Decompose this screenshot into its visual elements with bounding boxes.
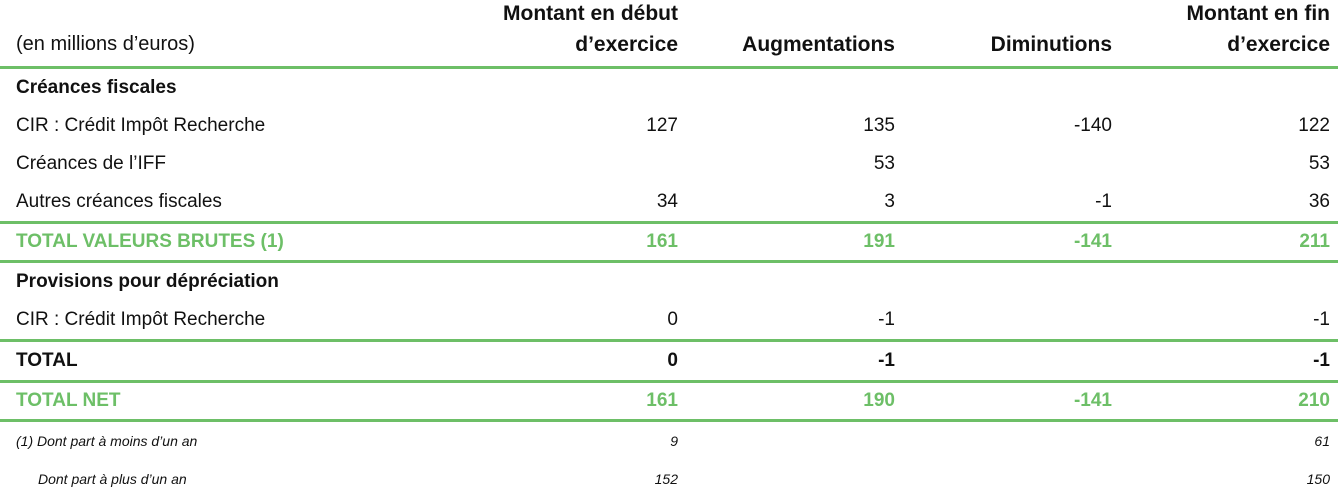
header-opening-amount: Montant en début d’exercice (503, 2, 678, 56)
cell-closing: 210 (1298, 390, 1330, 411)
cell-opening: 161 (646, 390, 678, 411)
note-closing: 61 (1314, 433, 1330, 449)
section-fiscal-receivables: Créances fiscales (0, 69, 1338, 107)
cell-increase: -1 (878, 309, 895, 330)
table-row: CIR : Crédit Impôt Recherche 127 135 -14… (0, 107, 1338, 145)
unit-label: (en millions d’euros) (16, 33, 195, 55)
header-row: (en millions d’euros) Montant en début d… (0, 0, 1338, 69)
cell-closing: -1 (1313, 350, 1330, 371)
total-net-row: TOTAL NET 161 190 -141 210 (0, 380, 1338, 422)
cell-increase: 191 (863, 231, 895, 252)
cell-closing: 211 (1299, 231, 1330, 252)
row-label: Autres créances fiscales (16, 191, 222, 212)
note-opening: 9 (670, 433, 678, 449)
table-row: CIR : Crédit Impôt Recherche 0 -1 -1 (0, 301, 1338, 339)
row-label: CIR : Crédit Impôt Recherche (16, 115, 266, 136)
header-closing-amount: Montant en fin d’exercice (1186, 2, 1330, 56)
cell-decrease: -141 (1073, 390, 1112, 411)
section-title: Créances fiscales (16, 77, 177, 98)
table-row: Créances de l’IFF 53 53 (0, 145, 1338, 183)
note-row: Dont part à plus d’un an 152 150 (0, 460, 1338, 498)
note-opening: 152 (654, 471, 678, 487)
cell-increase: -1 (878, 350, 895, 371)
cell-opening: 34 (656, 191, 678, 212)
cell-opening: 127 (646, 115, 678, 136)
section-provisions: Provisions pour dépréciation (0, 263, 1338, 301)
table-row: Autres créances fiscales 34 3 -1 36 (0, 183, 1338, 221)
cell-closing: -1 (1313, 309, 1330, 330)
row-label: CIR : Crédit Impôt Recherche (16, 309, 266, 330)
note-label: (1) Dont part à moins d’un an (16, 433, 198, 449)
cell-closing: 53 (1308, 153, 1330, 174)
cell-closing: 122 (1298, 115, 1330, 136)
cell-opening: 0 (667, 350, 678, 371)
cell-closing: 36 (1308, 191, 1330, 212)
total-gross-row: TOTAL VALEURS BRUTES (1) 161 191 -141 21… (0, 221, 1338, 263)
cell-opening: 161 (646, 231, 678, 252)
note-row: (1) Dont part à moins d’un an 9 61 (0, 422, 1338, 460)
header-increases: Augmentations (742, 33, 895, 56)
section-title: Provisions pour dépréciation (16, 271, 279, 292)
cell-increase: 53 (873, 153, 895, 174)
row-label: Créances de l’IFF (16, 153, 166, 174)
cell-increase: 3 (884, 191, 895, 212)
cell-decrease: -1 (1095, 191, 1112, 212)
row-label: TOTAL NET (16, 390, 121, 411)
cell-increase: 190 (863, 390, 895, 411)
total-provisions-row: TOTAL 0 -1 -1 (0, 339, 1338, 380)
cell-decrease: -141 (1073, 231, 1112, 252)
row-label: TOTAL (16, 350, 78, 371)
cell-increase: 135 (863, 115, 895, 136)
header-decreases: Diminutions (990, 33, 1112, 56)
row-label: TOTAL VALEURS BRUTES (1) (16, 231, 284, 252)
cell-decrease: -140 (1073, 115, 1112, 136)
note-label: Dont part à plus d’un an (38, 471, 187, 487)
note-closing: 150 (1306, 471, 1330, 487)
cell-opening: 0 (667, 309, 678, 330)
